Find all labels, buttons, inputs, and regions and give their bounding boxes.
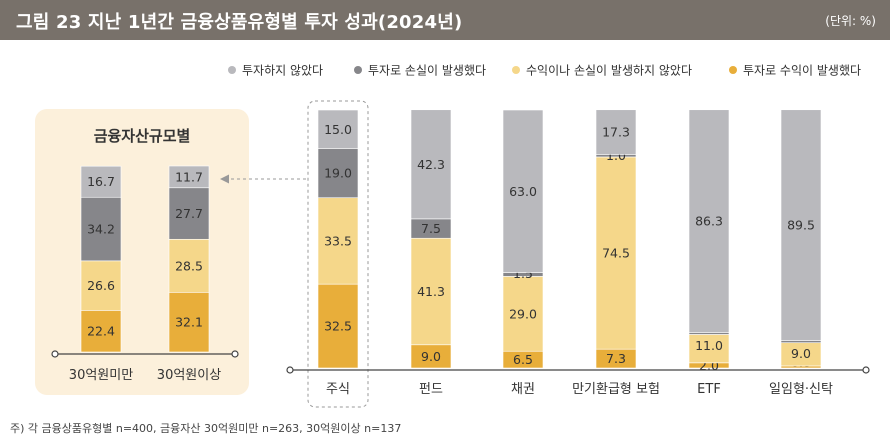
main-bar-segment-6-4 (780, 109, 822, 341)
figure-title: 그림 23 지난 1년간 금융상품유형별 투자 성과(2024년) (16, 12, 463, 33)
inset-title: 금융자산규모별 (94, 127, 191, 145)
legend-label-3: 수익이나 손실이 발생하지 않았다 (526, 64, 692, 78)
main-category-label-5: ETF (697, 382, 721, 397)
inset-bar-segment-2-1 (168, 291, 210, 353)
main-category-label-2: 펀드 (419, 382, 443, 397)
main-value-label-4-4: 17.3 (602, 125, 630, 140)
inset-value-label-2-4: 11.7 (175, 169, 203, 184)
main-baseline-end-2 (862, 366, 870, 374)
legend-marker-1 (228, 66, 236, 74)
main-value-label-3-4: 63.0 (509, 184, 537, 199)
main-category-label-3: 채권 (511, 382, 535, 397)
main-bar-segment-3-2 (502, 276, 544, 352)
main-value-label-6-4: 89.5 (787, 218, 815, 233)
main-bar-segment-1-2 (317, 197, 359, 285)
main-category-label-6: 일임형·신탁 (769, 382, 833, 397)
inset-asset-size-chart: 금융자산규모별 22.4 26.6 34.2 16.7 30억원미만 32.1 28.5 27.… (35, 109, 249, 395)
inset-category-label-2: 30억원이상 (157, 368, 221, 383)
main-bar-segment-4-2 (595, 156, 637, 350)
inset-bar-segment-2-4 (168, 165, 210, 189)
main-category-label-1: 주식 (326, 382, 350, 397)
main-value-label-2-3: 7.5 (421, 221, 441, 236)
unit-label: (단위: %) (825, 14, 876, 28)
main-value-label-3-1: 6.5 (513, 352, 533, 367)
legend-label-2: 투자로 손실이 발생했다 (368, 64, 486, 78)
legend-marker-4 (729, 66, 737, 74)
main-value-label-2-1: 9.0 (421, 349, 441, 364)
legend-marker-2 (354, 66, 362, 74)
main-value-label-5-4: 86.3 (695, 214, 723, 229)
inset-value-label-1-1: 22.4 (87, 324, 115, 339)
inset-panel-background (35, 109, 249, 395)
main-value-label-4-2: 74.5 (602, 246, 630, 261)
inset-value-label-1-3: 34.2 (87, 222, 115, 237)
main-value-label-2-2: 41.3 (417, 284, 445, 299)
main-baseline-end-1 (286, 366, 294, 374)
main-value-label-5-2: 11.0 (695, 338, 723, 353)
inset-bar-segment-1-1 (80, 310, 122, 353)
legend-label-4: 투자로 수익이 발생했다 (743, 64, 861, 78)
inset-value-label-2-2: 28.5 (175, 258, 203, 273)
main-value-label-1-1: 32.5 (324, 319, 352, 334)
inset-value-label-1-2: 26.6 (87, 278, 115, 293)
inset-bar-segment-2-2 (168, 238, 210, 293)
main-bar-segment-3-4 (502, 109, 544, 273)
main-bar-segment-1-1 (317, 283, 359, 369)
chart-legend: 투자하지 않았다 투자로 손실이 발생했다 수익이나 손실이 발생하지 않았다 투자로… (228, 64, 861, 78)
main-value-label-1-3: 19.0 (324, 166, 352, 181)
inset-bar-segment-1-4 (80, 165, 122, 198)
main-value-label-2-4: 42.3 (417, 157, 445, 172)
main-bar-segment-5-4 (688, 109, 730, 333)
main-category-label-4: 만기환급형 보험 (572, 382, 660, 397)
main-bar-segment-4-4 (595, 109, 637, 155)
main-value-label-1-4: 15.0 (324, 122, 352, 137)
main-bar-segment-1-4 (317, 109, 359, 150)
chart-canvas: 투자하지 않았다 투자로 손실이 발생했다 수익이나 손실이 발생하지 않았다 투자로… (35, 64, 870, 408)
inset-value-label-2-1: 32.1 (175, 315, 203, 330)
inset-bar-segment-1-2 (80, 260, 122, 311)
legend-marker-3 (512, 66, 520, 74)
inset-category-label-1: 30억원미만 (69, 368, 133, 383)
legend-label-1: 투자하지 않았다 (242, 64, 323, 78)
footnote: 주) 각 금융상품유형별 n=400, 금융자산 30억원미만 n=263, 3… (10, 422, 402, 435)
inset-baseline-end-1 (51, 350, 59, 358)
connector-arrowhead (220, 174, 229, 184)
figure-header: 그림 23 지난 1년간 금융상품유형별 투자 성과(2024년) (단위: %… (0, 0, 890, 40)
main-bar-segment-2-4 (410, 109, 452, 220)
inset-bar-segment-2-3 (168, 187, 210, 240)
inset-value-label-1-4: 16.7 (87, 174, 115, 189)
main-value-label-1-2: 33.5 (324, 233, 352, 248)
inset-value-label-2-3: 27.7 (175, 206, 203, 221)
main-bar-segment-6-3 (780, 340, 822, 344)
inset-baseline-end-2 (231, 350, 239, 358)
main-value-label-4-1: 7.3 (606, 351, 626, 366)
main-bar-segment-5-2 (688, 334, 730, 364)
main-value-label-3-2: 29.0 (509, 306, 537, 321)
main-value-label-6-2: 9.0 (791, 346, 811, 361)
main-product-chart: 32.5 33.5 19.0 15.0 주식 9.0 41.3 7.5 42.3 펀드 6.5 29.… (220, 100, 870, 408)
main-bar-segment-1-3 (317, 148, 359, 199)
